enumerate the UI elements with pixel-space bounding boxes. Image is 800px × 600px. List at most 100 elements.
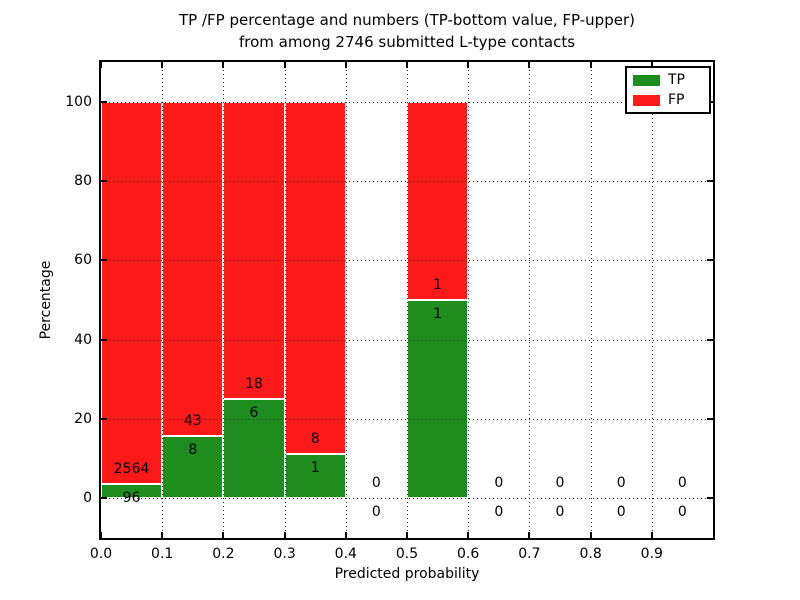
horizontal-gridline	[101, 498, 713, 500]
vertical-gridline	[407, 62, 408, 538]
x-tick-mark	[100, 532, 102, 538]
fp-bar-segment	[407, 101, 469, 300]
tp-count-label: 8	[188, 442, 198, 459]
horizontal-gridline	[101, 419, 713, 420]
x-tick-mark	[283, 532, 286, 538]
annotations-layer: 2564 96 43 8 18 6 8 1 0 0 1 1 0 0 0 0 0 0 0 0	[101, 62, 713, 538]
vertical-gridline	[590, 62, 592, 538]
horizontal-gridline	[101, 339, 713, 341]
fp-bar-segment	[284, 101, 346, 455]
tp-legend-label: TP	[668, 72, 685, 88]
vertical-gridline	[529, 62, 531, 538]
fp-count-label: 0	[371, 475, 381, 492]
x-tick-label: 0.9	[640, 546, 663, 562]
y-tick-mark-right	[707, 497, 713, 500]
chart-title-line2: from among 2746 submitted L-type contact…	[238, 33, 576, 51]
tp-legend-swatch	[633, 74, 660, 86]
x-tick-mark-top	[344, 62, 347, 68]
x-tick-mark-top	[161, 62, 164, 68]
tp-count-label: 0	[494, 504, 504, 521]
fp-count-label: 0	[494, 475, 504, 492]
tp-count-label: 1	[310, 460, 320, 477]
x-tick-label: 0.2	[212, 546, 235, 562]
x-tick-mark-top	[650, 62, 653, 68]
chart-title-line1: TP /FP percentage and numbers (TP-bottom…	[179, 11, 635, 29]
tp-bar-segment	[162, 436, 224, 499]
x-tick-mark-top	[283, 62, 286, 68]
fp-count-label: 0	[677, 475, 687, 492]
tp-count-label: 1	[433, 306, 443, 322]
x-tick-label: 0.8	[579, 546, 602, 562]
x-tick-mark	[161, 532, 164, 538]
y-tick-mark-right	[707, 418, 713, 420]
vertical-gridline	[223, 62, 225, 538]
fp-count-label: 2564	[113, 461, 150, 478]
y-tick-mark-right	[707, 338, 713, 341]
tp-count-label: 96	[122, 490, 141, 507]
x-axis-label: Predicted probability	[334, 566, 480, 582]
x-tick-mark	[528, 532, 531, 538]
x-tick-label: 0.5	[395, 546, 419, 562]
horizontal-gridline	[101, 101, 713, 103]
x-tick-label: 0.0	[89, 546, 113, 562]
y-tick-mark	[101, 418, 107, 420]
y-tick-mark-right	[707, 180, 713, 182]
y-tick-label: 0	[83, 490, 92, 507]
vertical-gridline	[651, 62, 653, 538]
bars-layer	[101, 62, 713, 538]
y-tick-mark	[101, 259, 107, 262]
y-tick-label: 60	[74, 252, 92, 269]
fp-count-label: 8	[310, 431, 320, 448]
fp-legend-label: FP	[668, 92, 685, 108]
x-tick-mark-top	[406, 62, 408, 68]
y-tick-mark	[101, 100, 107, 103]
y-tick-mark	[101, 180, 107, 182]
x-tick-mark	[589, 532, 592, 538]
x-tick-label: 0.3	[273, 546, 296, 562]
tp-count-label: 0	[371, 504, 381, 521]
y-tick-label: 20	[74, 411, 92, 427]
x-tick-mark	[406, 532, 408, 538]
x-tick-mark	[222, 532, 225, 538]
x-tick-label: 0.1	[151, 546, 174, 562]
tp-bar-segment	[101, 484, 163, 499]
x-tick-mark-top	[467, 62, 470, 68]
legend-item-tp: TP	[633, 72, 703, 88]
x-tick-mark-top	[589, 62, 592, 68]
y-tick-label: 40	[74, 331, 92, 348]
x-tick-mark-top	[528, 62, 531, 68]
vertical-gridline	[345, 62, 347, 538]
tp-count-label: 0	[677, 504, 687, 521]
x-tick-mark-top	[100, 62, 102, 68]
tp-count-label: 0	[616, 504, 626, 521]
chart-title: TP /FP percentage and numbers (TP-bottom…	[99, 9, 715, 53]
y-tick-mark-right	[707, 259, 713, 262]
x-tick-mark-top	[222, 62, 225, 68]
horizontal-gridline	[101, 260, 713, 262]
vertical-gridline	[468, 62, 470, 538]
tp-count-label: 0	[555, 504, 565, 521]
vertical-gridline	[284, 62, 286, 538]
vertical-gridline	[162, 62, 164, 538]
y-tick-label: 100	[65, 93, 92, 110]
fp-legend-swatch	[633, 94, 660, 106]
x-tick-mark	[467, 532, 470, 538]
y-tick-mark	[101, 338, 107, 341]
y-tick-label: 80	[74, 173, 92, 189]
x-tick-label: 0.4	[334, 546, 357, 562]
grid-layer	[101, 62, 713, 538]
legend-item-fp: FP	[633, 92, 703, 108]
fp-count-label: 43	[183, 413, 202, 430]
fp-count-label: 18	[245, 376, 263, 393]
x-tick-mark	[650, 532, 653, 538]
fp-bar-segment	[101, 101, 163, 484]
plot-area: 2564 96 43 8 18 6 8 1 0 0 1 1 0 0 0 0 0 0 0 0 TP FP	[99, 60, 715, 540]
fp-bar-segment	[162, 101, 224, 437]
horizontal-gridline	[101, 181, 713, 182]
fp-count-label: 1	[433, 277, 443, 293]
fp-count-label: 0	[616, 475, 626, 492]
y-axis-label: Percentage	[38, 260, 54, 340]
x-tick-mark	[344, 532, 347, 538]
fp-count-label: 0	[555, 475, 565, 492]
